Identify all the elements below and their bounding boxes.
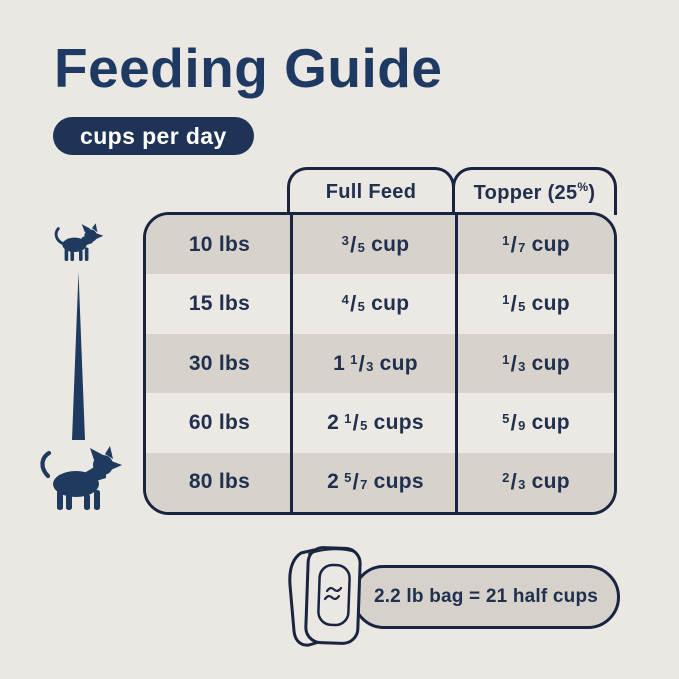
full-feed-label: Full Feed <box>325 181 417 203</box>
topper-cell: 1/5 cup <box>502 291 570 317</box>
column-header-topper: Topper (25%) <box>452 167 617 215</box>
column-divider <box>455 215 458 512</box>
table-row: 80 lbs 2 5/7 cups 2/3 cup <box>146 452 614 512</box>
full-feed-cell: 3/5 cup <box>341 231 410 257</box>
bag-yield-note: 2.2 lb bag = 21 half cups <box>352 565 620 629</box>
table-body: 10 lbs 3/5 cup 1/7 cup 15 lbs 4/5 cup 1/5 cu… <box>143 212 617 515</box>
full-feed-cell: 2 1/5 cups <box>327 409 424 435</box>
weight-cell: 10 lbs <box>188 232 251 256</box>
column-divider <box>290 215 293 512</box>
small-dog-icon <box>54 223 104 261</box>
cups-per-day-badge: cups per day <box>53 117 254 155</box>
feeding-table: Full Feed Topper (25%) 10 lbs 3/5 cup 1/7… <box>143 167 617 515</box>
full-feed-cell: 4/5 cup <box>341 291 410 317</box>
full-feed-cell: 2 5/7 cups <box>327 469 424 495</box>
column-header-full-feed: Full Feed <box>287 167 455 215</box>
topper-label: Topper (25%) <box>473 180 596 204</box>
weight-cell: 30 lbs <box>188 351 251 375</box>
table-row: 15 lbs 4/5 cup 1/5 cup <box>146 274 614 334</box>
food-bag-icon <box>288 546 362 647</box>
topper-cell: 5/9 cup <box>502 409 570 435</box>
bag-yield-text: 2.2 lb bag = 21 half cups <box>373 586 599 607</box>
topper-cell: 1/7 cup <box>502 231 570 257</box>
weight-cell: 15 lbs <box>188 292 251 316</box>
table-row: 30 lbs 1 1/3 cup 1/3 cup <box>146 333 614 394</box>
table-row: 60 lbs 2 1/5 cups 5/9 cup <box>146 393 614 453</box>
size-increase-wedge <box>72 272 85 440</box>
full-feed-cell: 1 1/3 cup <box>333 350 418 376</box>
weight-cell: 60 lbs <box>188 410 251 434</box>
weight-cell: 80 lbs <box>188 470 251 494</box>
page-title: Feeding Guide <box>54 37 443 99</box>
table-row: 10 lbs 3/5 cup 1/7 cup <box>146 215 614 275</box>
topper-cell: 2/3 cup <box>502 469 570 495</box>
large-dog-icon <box>40 446 122 510</box>
topper-cell: 1/3 cup <box>502 350 570 376</box>
